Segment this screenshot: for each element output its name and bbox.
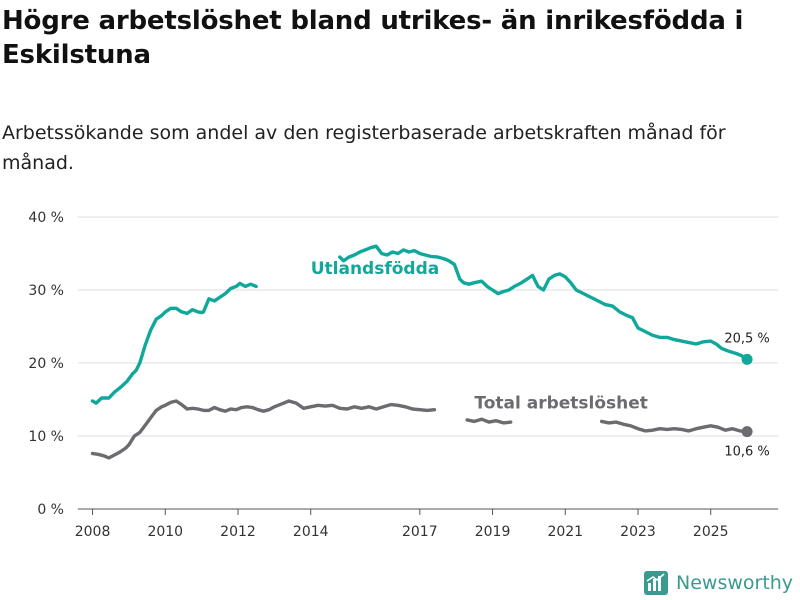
- series-line-total-arbetsl-shet-0: [93, 401, 435, 458]
- x-tick-label: 2012: [220, 524, 256, 540]
- y-axis: 0 % 10 % 20 % 30 % 40 %: [28, 210, 64, 518]
- bar-chart-icon: [644, 571, 668, 595]
- x-tick-label: 2010: [147, 524, 183, 540]
- y-tick-label: 40 %: [28, 210, 64, 226]
- x-tick-label: 2019: [475, 524, 511, 540]
- x-axis: 2008 2010 2012 2014 2017 2019 2021 2023 2025: [75, 509, 729, 540]
- x-tick-label: 2021: [547, 524, 583, 540]
- series-line-total-arbetsl-shet-3: [602, 421, 748, 431]
- series-line-total-arbetsl-shet-1: [467, 419, 511, 423]
- y-tick-label: 30 %: [28, 283, 64, 299]
- series-label-total-arbetsl-shet: Total arbetslöshet: [474, 393, 648, 413]
- series-line-utlandsf-dda-0: [93, 283, 257, 403]
- x-tick-label: 2023: [620, 524, 656, 540]
- series-label-utlandsf-dda: Utlandsfödda: [311, 259, 440, 279]
- y-tick-label: 10 %: [28, 429, 64, 445]
- x-tick-label: 2014: [293, 524, 329, 540]
- brand-logo[interactable]: Newsworthy: [644, 568, 793, 598]
- brand-name: Newsworthy: [676, 572, 793, 594]
- y-tick-label: 20 %: [28, 356, 64, 372]
- end-value-label-total-arbetsl-shet: 10,6 %: [724, 445, 769, 460]
- x-tick-label: 2025: [693, 524, 729, 540]
- end-point-utlandsf-dda: [742, 354, 753, 365]
- y-tick-label: 0 %: [37, 502, 64, 518]
- x-tick-label: 2017: [402, 524, 438, 540]
- x-tick-label: 2008: [75, 524, 111, 540]
- end-point-total-arbetsl-shet: [742, 426, 753, 437]
- line-chart: 0 % 10 % 20 % 30 % 40 % 2008 2010 2012 2014 2017…: [0, 0, 800, 600]
- end-value-label-utlandsf-dda: 20,5 %: [724, 331, 769, 346]
